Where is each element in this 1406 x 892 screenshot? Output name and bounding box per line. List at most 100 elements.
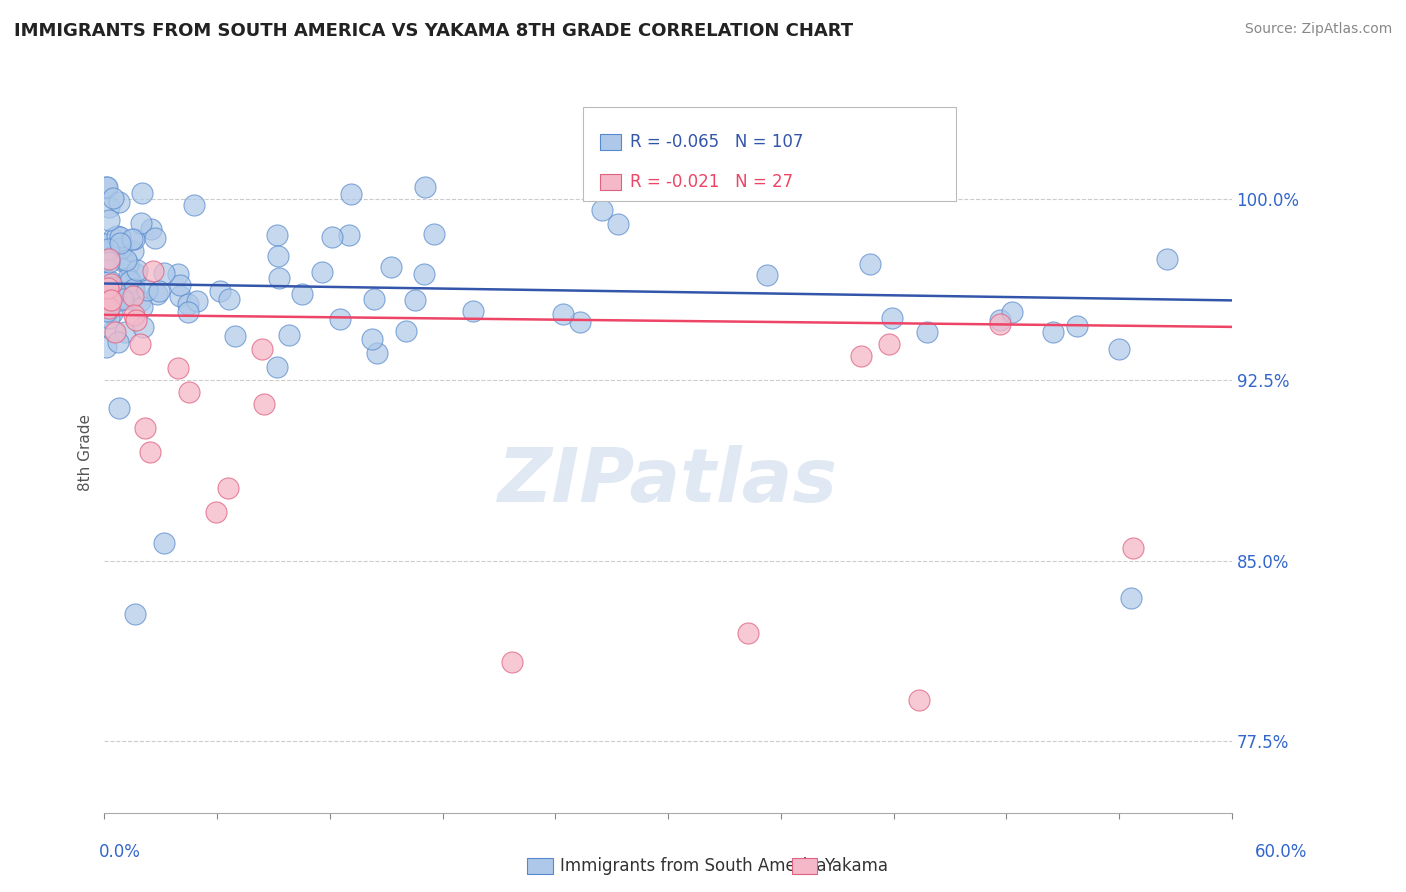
- Point: [218, 292, 240, 306]
- Point: [108, 235, 131, 250]
- Point: [104, 325, 127, 339]
- Point: [166, 267, 188, 281]
- Point: [142, 264, 165, 278]
- Point: [423, 227, 446, 241]
- Point: [266, 227, 288, 242]
- Point: [97, 200, 120, 214]
- Point: [98, 255, 121, 269]
- Point: [125, 312, 148, 326]
- Point: [112, 292, 135, 306]
- Text: Immigrants from South America: Immigrants from South America: [560, 857, 827, 875]
- Point: [96, 272, 118, 286]
- Point: [103, 324, 125, 338]
- Point: [143, 231, 166, 245]
- Point: [122, 232, 145, 246]
- Point: [569, 315, 592, 329]
- Point: [501, 655, 523, 669]
- Point: [98, 293, 121, 308]
- Text: 60.0%: 60.0%: [1256, 843, 1308, 861]
- Point: [96, 180, 118, 194]
- Point: [224, 329, 246, 343]
- Point: [128, 293, 150, 308]
- Point: [107, 229, 129, 244]
- Point: [97, 251, 120, 265]
- Point: [122, 282, 145, 296]
- Point: [169, 278, 191, 293]
- Point: [253, 397, 276, 411]
- Point: [97, 281, 120, 295]
- Point: [413, 180, 436, 194]
- Point: [110, 241, 132, 255]
- Point: [250, 342, 273, 356]
- Point: [97, 310, 120, 325]
- Point: [591, 203, 613, 218]
- Point: [117, 257, 139, 271]
- Point: [366, 346, 388, 360]
- Point: [737, 625, 759, 640]
- Point: [117, 292, 139, 306]
- Point: [395, 324, 418, 338]
- Point: [107, 335, 129, 350]
- Point: [127, 263, 149, 277]
- Point: [360, 332, 382, 346]
- Point: [849, 349, 872, 363]
- Point: [269, 271, 291, 285]
- Point: [877, 336, 900, 351]
- Point: [363, 292, 385, 306]
- Point: [96, 237, 118, 252]
- Point: [267, 250, 290, 264]
- Point: [107, 195, 129, 210]
- Point: [114, 283, 136, 297]
- Point: [138, 445, 160, 459]
- Point: [100, 280, 122, 294]
- Text: R = -0.065   N = 107: R = -0.065 N = 107: [630, 133, 803, 151]
- Point: [98, 244, 121, 258]
- Point: [1156, 252, 1178, 266]
- Point: [108, 289, 131, 303]
- Point: [183, 198, 205, 212]
- Point: [148, 284, 170, 298]
- Point: [129, 336, 152, 351]
- Point: [131, 300, 153, 314]
- Point: [146, 286, 169, 301]
- Point: [97, 242, 120, 256]
- Point: [907, 693, 929, 707]
- Point: [311, 265, 333, 279]
- Point: [606, 217, 628, 231]
- Point: [217, 481, 239, 495]
- Point: [121, 288, 143, 302]
- Point: [988, 318, 1011, 332]
- Point: [380, 260, 402, 274]
- Point: [121, 231, 143, 245]
- Point: [100, 293, 122, 308]
- Point: [1122, 541, 1144, 556]
- Point: [96, 303, 118, 318]
- Text: Source: ZipAtlas.com: Source: ZipAtlas.com: [1244, 22, 1392, 37]
- Point: [98, 274, 121, 288]
- Point: [1042, 326, 1064, 340]
- Point: [321, 229, 343, 244]
- Point: [177, 297, 200, 311]
- Point: [118, 274, 141, 288]
- Point: [107, 401, 129, 416]
- Point: [129, 216, 152, 230]
- Point: [177, 384, 200, 399]
- Point: [337, 228, 360, 243]
- Point: [208, 284, 231, 298]
- Point: [880, 310, 903, 325]
- Point: [117, 274, 139, 288]
- Point: [101, 231, 124, 245]
- Point: [169, 289, 191, 303]
- Point: [205, 505, 228, 519]
- Point: [553, 307, 575, 321]
- Text: ZIPatlas: ZIPatlas: [498, 444, 838, 517]
- Point: [101, 306, 124, 320]
- Point: [122, 244, 145, 259]
- Point: [858, 257, 880, 271]
- Point: [114, 252, 136, 267]
- Point: [404, 293, 426, 307]
- Point: [186, 293, 208, 308]
- Point: [117, 270, 139, 285]
- Point: [98, 252, 121, 267]
- Point: [177, 304, 200, 318]
